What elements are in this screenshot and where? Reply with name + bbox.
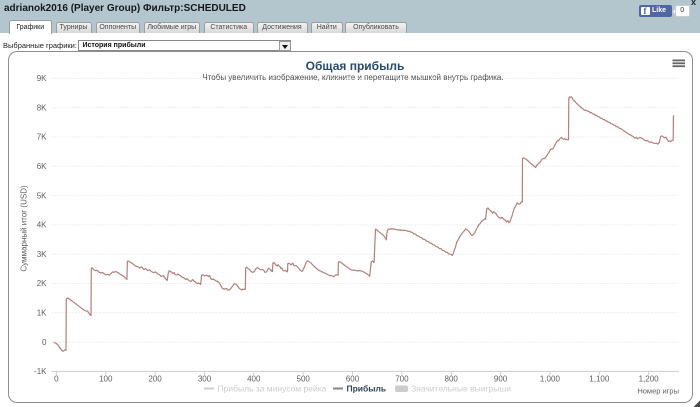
- svg-text:Чтобы увеличить изображение, к: Чтобы увеличить изображение, кликните и …: [202, 73, 503, 82]
- svg-text:300: 300: [198, 375, 212, 384]
- svg-text:-1K: -1K: [34, 367, 47, 376]
- svg-text:1,100: 1,100: [589, 375, 610, 384]
- svg-text:100: 100: [99, 375, 113, 384]
- svg-text:2K: 2K: [37, 279, 47, 288]
- svg-text:Прибыль: Прибыль: [347, 384, 387, 394]
- svg-text:7K: 7K: [37, 133, 47, 142]
- svg-text:Значительные выигрыши: Значительные выигрыши: [411, 384, 511, 394]
- svg-text:600: 600: [346, 375, 360, 384]
- svg-text:700: 700: [395, 375, 409, 384]
- svg-text:3K: 3K: [37, 250, 47, 259]
- svg-text:1,000: 1,000: [540, 375, 561, 384]
- svg-text:Общая прибыль: Общая прибыль: [306, 59, 405, 73]
- svg-text:8K: 8K: [37, 103, 47, 112]
- svg-text:0: 0: [54, 375, 59, 384]
- svg-text:9K: 9K: [37, 74, 47, 83]
- svg-text:200: 200: [148, 375, 162, 384]
- svg-text:400: 400: [247, 375, 261, 384]
- svg-text:900: 900: [494, 375, 508, 384]
- svg-text:6K: 6K: [37, 162, 47, 171]
- svg-text:800: 800: [445, 375, 459, 384]
- svg-text:1,200: 1,200: [639, 375, 660, 384]
- svg-text:4K: 4K: [37, 221, 47, 230]
- svg-text:1K: 1K: [37, 309, 47, 318]
- svg-text:Прибыль за минусом рейка: Прибыль за минусом рейка: [218, 384, 327, 394]
- svg-text:0: 0: [42, 338, 47, 347]
- svg-text:5K: 5K: [37, 191, 47, 200]
- svg-text:Суммарный итог (USD): Суммарный итог (USD): [20, 185, 29, 272]
- svg-text:Номер игры: Номер игры: [637, 387, 679, 396]
- svg-text:500: 500: [297, 375, 311, 384]
